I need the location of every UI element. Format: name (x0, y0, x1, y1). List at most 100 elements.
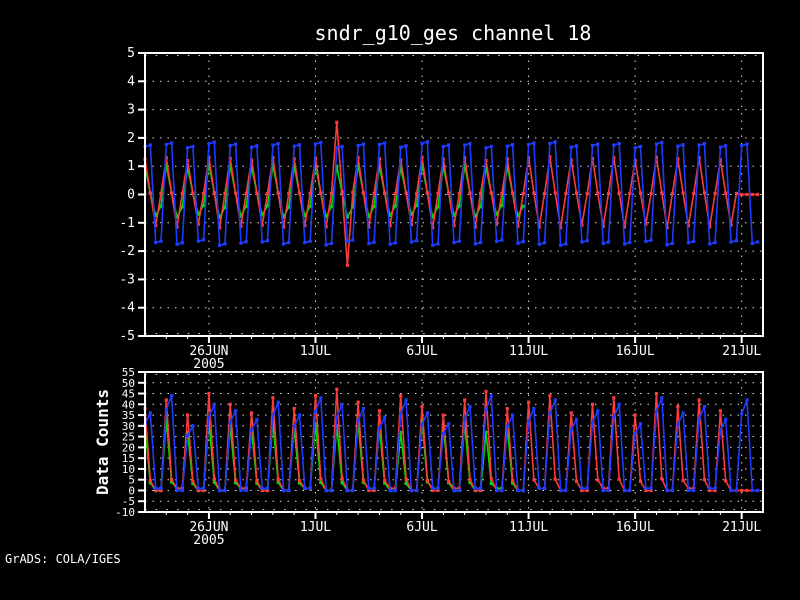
data-point-marker (729, 489, 732, 492)
data-point-marker (676, 145, 679, 148)
data-point-marker (703, 142, 706, 145)
data-point-marker (644, 487, 647, 490)
data-point-marker (479, 241, 482, 244)
data-point-marker (202, 192, 205, 195)
data-point-marker (602, 489, 605, 492)
data-point-marker (191, 192, 194, 195)
data-point-marker (623, 242, 626, 245)
data-point-marker (351, 239, 354, 242)
data-point-marker (751, 242, 754, 245)
data-point-marker (207, 392, 210, 395)
data-point-marker (756, 193, 759, 196)
data-point-marker (197, 240, 200, 243)
data-point-marker (554, 140, 557, 143)
data-point-marker (468, 405, 471, 408)
data-point-marker (394, 241, 397, 244)
data-point-marker (271, 414, 274, 417)
x-tick-label: 1JUL (300, 344, 331, 359)
data-point-marker (186, 434, 189, 437)
data-point-marker (671, 242, 674, 245)
data-point-marker (362, 478, 365, 481)
data-point-marker (383, 479, 386, 482)
data-point-marker (751, 489, 754, 492)
data-point-marker (639, 480, 642, 483)
data-point-marker (708, 242, 711, 245)
data-point-marker (538, 243, 541, 246)
data-point-marker (751, 193, 754, 196)
data-point-marker (479, 487, 482, 490)
data-point-marker (309, 487, 312, 490)
data-point-marker (500, 192, 503, 195)
data-point-marker (740, 412, 743, 415)
data-point-marker (580, 487, 583, 490)
data-point-marker (394, 489, 397, 492)
data-point-marker (564, 242, 567, 245)
data-point-marker (218, 244, 221, 247)
y-tick-label: 3 (127, 103, 135, 118)
data-point-marker (415, 489, 418, 492)
data-point-marker (389, 243, 392, 246)
data-point-marker (607, 240, 610, 243)
data-point-marker (527, 419, 530, 422)
data-point-marker (234, 192, 237, 195)
data-point-marker (436, 242, 439, 245)
data-point-marker (420, 142, 423, 145)
data-point-marker (436, 192, 439, 195)
x-year-label: 2005 (193, 533, 224, 548)
data-point-marker (277, 142, 280, 145)
data-point-marker (575, 144, 578, 147)
data-point-marker (229, 403, 232, 406)
data-point-marker (596, 143, 599, 146)
data-point-marker (703, 405, 706, 408)
data-point-marker (735, 489, 738, 492)
data-point-marker (271, 144, 274, 147)
data-point-marker (325, 489, 328, 492)
data-point-marker (612, 144, 615, 147)
data-point-marker (612, 416, 615, 419)
data-point-marker (468, 478, 471, 481)
data-point-marker (474, 487, 477, 490)
data-point-marker (698, 398, 701, 401)
data-point-marker (426, 140, 429, 143)
data-point-marker (213, 191, 216, 194)
y-tick-label: -3 (119, 272, 135, 287)
data-point-marker (346, 489, 349, 492)
data-point-marker (756, 240, 759, 243)
data-point-marker (586, 192, 589, 195)
data-point-marker (644, 240, 647, 243)
data-point-marker (298, 479, 301, 482)
data-point-marker (724, 418, 727, 421)
data-point-marker (591, 144, 594, 147)
data-point-marker (293, 407, 296, 410)
data-point-marker (394, 192, 397, 195)
data-point-marker (154, 241, 157, 244)
data-point-marker (575, 418, 578, 421)
data-point-marker (650, 192, 653, 195)
data-point-marker (149, 143, 152, 146)
data-point-marker (186, 414, 189, 417)
data-point-marker (586, 487, 589, 490)
data-point-marker (676, 423, 679, 426)
data-point-marker (554, 398, 557, 401)
data-point-marker (303, 487, 306, 490)
data-point-marker (596, 409, 599, 412)
data-point-marker (596, 479, 599, 482)
data-point-marker (468, 191, 471, 194)
data-point-marker (490, 145, 493, 148)
data-point-marker (548, 142, 551, 145)
data-point-marker (362, 191, 365, 194)
data-point-marker (389, 489, 392, 492)
data-point-marker (181, 241, 184, 244)
data-point-marker (745, 143, 748, 146)
data-point-marker (314, 394, 317, 397)
data-point-marker (319, 396, 322, 399)
data-point-marker (458, 489, 461, 492)
data-point-marker (309, 240, 312, 243)
data-point-marker (218, 489, 221, 492)
data-point-marker (319, 192, 322, 195)
data-point-marker (538, 487, 541, 490)
data-point-marker (298, 414, 301, 417)
data-point-marker (687, 241, 690, 244)
data-point-marker (532, 407, 535, 410)
data-point-marker (420, 405, 423, 408)
